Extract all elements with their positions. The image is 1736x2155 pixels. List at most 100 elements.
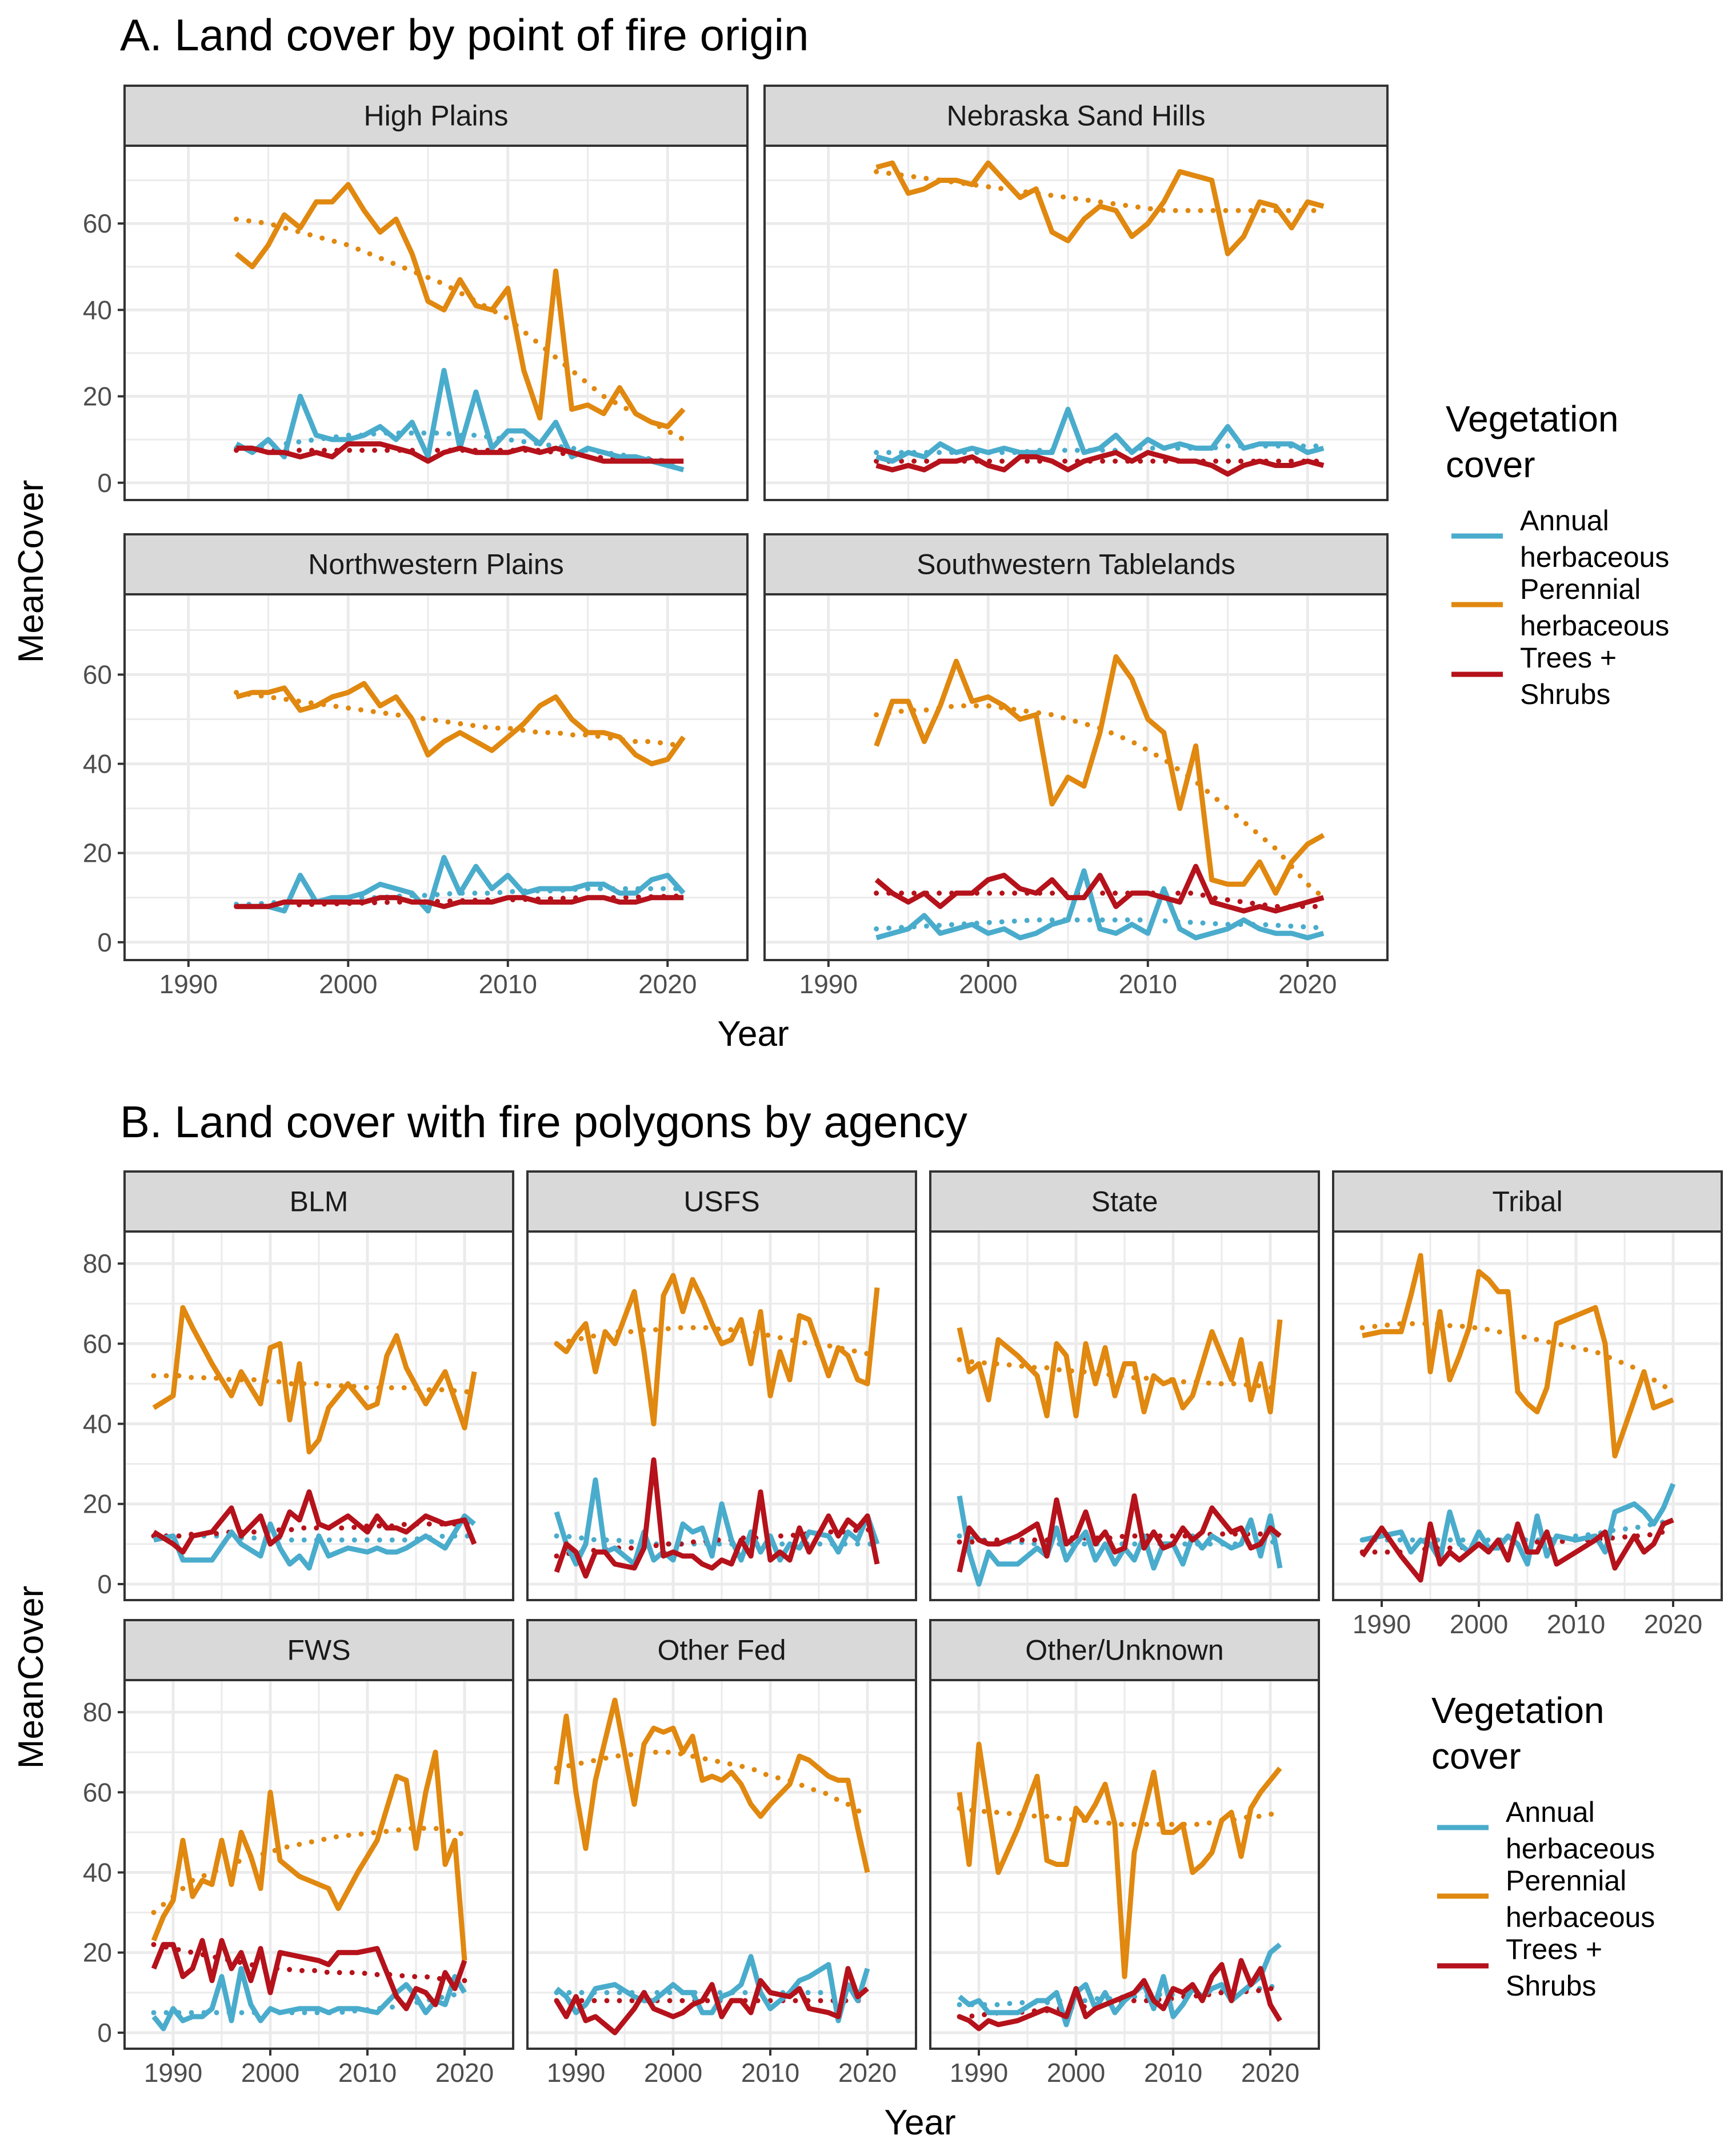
- legend-b: Vegetation cover Annual herbaceous Peren…: [1431, 1690, 1655, 2002]
- b-blm-line-trees-shrubs: [152, 1489, 477, 1555]
- b-other-unknown-panel: Other/Unknown 1990 2000 2010 2020: [929, 1619, 1320, 2088]
- b-other-unknown-strip-label: Other/Unknown: [1025, 1634, 1223, 1666]
- b-tribal-line-trees-shrubs: [1360, 1517, 1674, 1583]
- b-other-fed-x-tick-label: 2010: [741, 2058, 799, 2088]
- a-northwestern-plains-trend-perennial-herbaceous: [234, 690, 686, 749]
- b-tribal-panel: Tribal 1990 2000 2010 2020: [1332, 1170, 1723, 1639]
- b-blm-y-tick-label: 40: [83, 1409, 112, 1439]
- a-northwestern-plains-strip: [123, 533, 749, 595]
- legend-a-label-annual-line1: Annual: [1520, 505, 1609, 537]
- a-northwestern-plains-x-tick-label: 1990: [159, 969, 218, 999]
- b-state-trend-perennial-herbaceous: [957, 1357, 1283, 1390]
- b-blm-y-tick-label: 60: [83, 1329, 112, 1358]
- a-nebraska-sand-hills-border: [763, 145, 1389, 501]
- b-blm-panel: BLM 0 20 40 60 80: [83, 1170, 514, 1601]
- b-fws-line-annual-herbaceous: [151, 1966, 467, 2032]
- b-fws-strip: [123, 1619, 514, 1681]
- b-other-fed-x-tick-label: 2020: [838, 2058, 897, 2088]
- legend-a: Vegetation cover Annual herbaceous Peren…: [1446, 398, 1669, 710]
- b-tribal-strip-label: Tribal: [1492, 1186, 1562, 1218]
- a-northwestern-plains-y-tick-label: 0: [97, 927, 112, 957]
- b-state-strip: [929, 1170, 1320, 1233]
- a-southwestern-tablelands-x-tick-label: 2000: [959, 969, 1017, 999]
- b-state-panel: State: [929, 1170, 1320, 1601]
- a-northwestern-plains-y-tick-label: 60: [83, 659, 112, 689]
- b-fws-x-tick-label: 2010: [338, 2058, 397, 2088]
- a-northwestern-plains-line-perennial-herbaceous: [235, 681, 686, 767]
- a-northwestern-plains-y-tick-label: 40: [83, 749, 112, 779]
- b-usfs-strip-label: USFS: [683, 1186, 759, 1218]
- a-northwestern-plains-x-tick-label: 2000: [319, 969, 377, 999]
- b-usfs-strip: [526, 1170, 917, 1233]
- legend-a-label-perennial-line1: Perennial: [1520, 573, 1641, 605]
- a-high-plains-trend-trees-shrubs: [234, 447, 686, 464]
- b-fws-panel: FWS 0 20 40 60 80 1990 2000 2010 2020: [83, 1619, 514, 2088]
- a-high-plains-y-tick-label: 0: [97, 468, 112, 498]
- b-other-unknown-x-tick-label: 2010: [1144, 2058, 1202, 2088]
- chart-b-x-axis-label: Year: [884, 2103, 955, 2142]
- b-state-border: [929, 1230, 1320, 1601]
- chart-b-y-axis-label: MeanCover: [11, 1586, 51, 1769]
- b-other-unknown-x-tick-label: 1990: [950, 2058, 1008, 2088]
- b-fws-x-tick-label: 1990: [144, 2058, 202, 2088]
- b-usfs-panel: USFS: [526, 1170, 917, 1601]
- b-fws-y-tick-label: 60: [83, 1777, 112, 1807]
- b-other-fed-x-tick-label: 2000: [644, 2058, 702, 2088]
- b-usfs-border: [526, 1230, 917, 1601]
- b-blm-strip-label: BLM: [290, 1186, 349, 1218]
- b-state-line-perennial-herbaceous: [957, 1319, 1283, 1418]
- legend-a-label-annual-line2: herbaceous: [1520, 541, 1669, 573]
- a-high-plains-border: [123, 145, 749, 501]
- a-southwestern-tablelands-x-tick-label: 1990: [799, 969, 858, 999]
- b-state-line-trees-shrubs: [957, 1493, 1282, 1573]
- a-northwestern-plains-strip-label: Northwestern Plains: [308, 549, 563, 581]
- b-fws-y-tick-label: 80: [83, 1697, 112, 1727]
- b-fws-y-tick-label: 0: [97, 2018, 112, 2048]
- a-high-plains-strip-label: High Plains: [364, 100, 509, 132]
- b-tribal-x-tick-label: 1990: [1353, 1609, 1411, 1639]
- a-northwestern-plains-panel: Northwestern Plains 0 20 40 60 1990 2000 2010 20…: [83, 533, 749, 999]
- b-other-fed-panel: Other Fed 1990 2000 2010 2020: [526, 1619, 917, 2088]
- b-blm-line-perennial-herbaceous: [152, 1305, 477, 1455]
- a-southwestern-tablelands-strip: [763, 533, 1389, 595]
- b-fws-y-tick-label: 20: [83, 1938, 112, 1968]
- a-high-plains-line-perennial-herbaceous: [234, 182, 686, 429]
- b-tribal-x-tick-label: 2020: [1644, 1609, 1702, 1639]
- a-nebraska-sand-hills-plot-area: [765, 146, 1387, 500]
- legend-b-title-line1: Vegetation: [1431, 1690, 1605, 1731]
- a-northwestern-plains-line-trees-shrubs: [236, 895, 684, 909]
- a-northwestern-plains-border: [123, 593, 749, 961]
- a-northwestern-plains-y-tick-label: 20: [83, 838, 112, 868]
- b-tribal-x-tick-label: 2010: [1547, 1609, 1605, 1639]
- b-fws-border: [123, 1679, 514, 2050]
- b-blm-y-tick-label: 80: [83, 1249, 112, 1278]
- b-fws-trend-trees-shrubs: [151, 1942, 467, 1984]
- a-nebraska-sand-hills-panel: Nebraska Sand Hills: [763, 85, 1389, 501]
- legend-a-label-trees-line2: Shrubs: [1520, 678, 1610, 710]
- b-tribal-strip: [1332, 1170, 1723, 1233]
- b-blm-y-tick-label: 0: [97, 1569, 112, 1599]
- legend-b-title-line2: cover: [1431, 1736, 1521, 1777]
- a-nebraska-sand-hills-line-trees-shrubs: [875, 450, 1325, 477]
- a-high-plains-panel: High Plains 0 20 40 60: [83, 85, 749, 501]
- a-southwestern-tablelands-x-tick-label: 2020: [1278, 969, 1337, 999]
- b-blm-trend-perennial-herbaceous: [151, 1373, 477, 1394]
- legend-b-label-trees-line2: Shrubs: [1506, 1970, 1596, 2002]
- b-blm-trend-annual-herbaceous: [151, 1533, 477, 1543]
- a-northwestern-plains-x-tick-label: 2020: [638, 969, 697, 999]
- a-high-plains-strip: [123, 85, 749, 147]
- a-nebraska-sand-hills-line-perennial-herbaceous: [875, 160, 1325, 257]
- a-northwestern-plains-x-tick-label: 2010: [479, 969, 537, 999]
- legend-a-label-perennial-line2: herbaceous: [1520, 610, 1669, 642]
- b-fws-y-tick-label: 40: [83, 1858, 112, 1888]
- b-other-unknown-line-trees-shrubs: [958, 1958, 1282, 2032]
- chart-a-x-axis-label: Year: [717, 1014, 789, 1054]
- a-southwestern-tablelands-line-annual-herbaceous: [875, 868, 1325, 941]
- b-other-unknown-trend-annual-herbaceous: [957, 1984, 1283, 2008]
- b-other-fed-strip: [526, 1619, 917, 1681]
- b-usfs-line-perennial-herbaceous: [555, 1273, 880, 1426]
- b-other-fed-trend-perennial-herbaceous: [554, 1749, 870, 1819]
- b-tribal-line-perennial-herbaceous: [1362, 1253, 1674, 1459]
- b-other-fed-x-tick-label: 1990: [547, 2058, 605, 2088]
- b-other-unknown-line-perennial-herbaceous: [957, 1741, 1282, 1980]
